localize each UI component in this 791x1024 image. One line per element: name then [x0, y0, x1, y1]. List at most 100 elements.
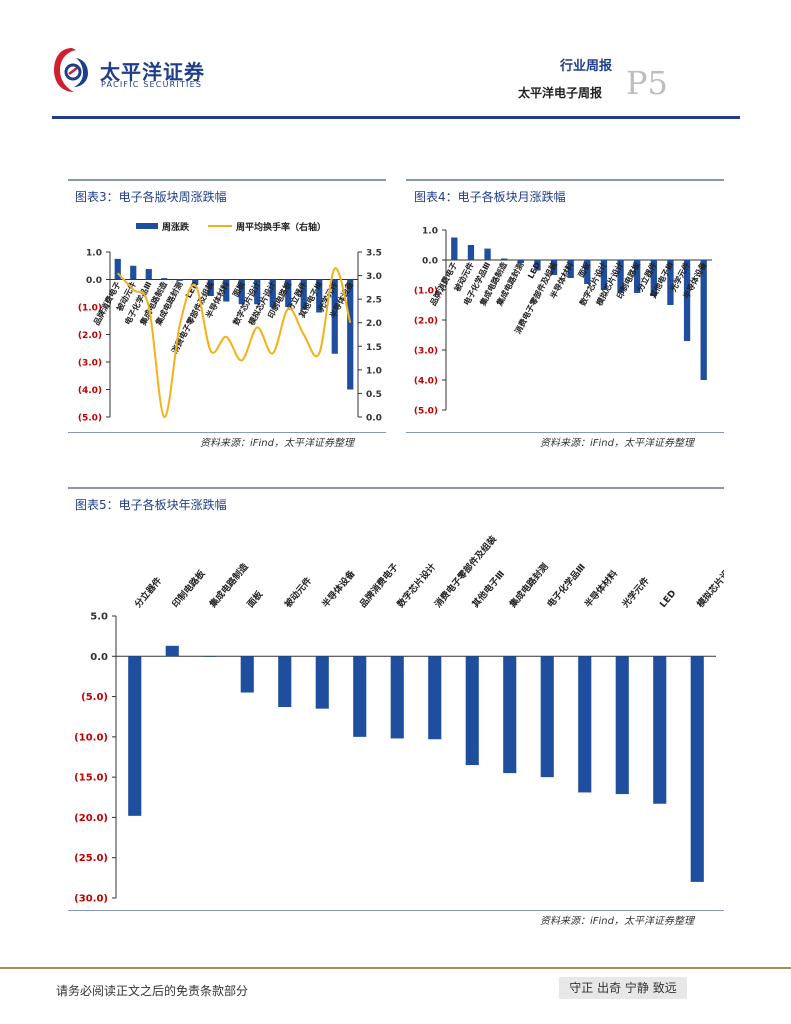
fig3-legend-bar-label: 周涨跌	[162, 221, 190, 233]
fig5-category-label: 光学元件	[619, 575, 652, 611]
fig5-bar	[428, 656, 442, 740]
fig5-bar	[278, 656, 292, 708]
figure3-chart: 1.00.0(1.0)(2.0)(3.0)(4.0)(5.0)品牌消费电子被动元…	[78, 221, 382, 424]
fig5-bar	[615, 656, 629, 795]
brand-name-en: PACIFIC SECURITIES	[101, 80, 203, 89]
figure4-title: 图表4：电子各板块月涨跌幅	[414, 190, 566, 204]
fig3-bar	[316, 279, 323, 313]
fig3-bar	[347, 279, 354, 390]
fig5-y-tick-label: (20.0)	[74, 813, 108, 824]
fig4-y-tick-label: (4.0)	[414, 377, 438, 387]
fig5-category-label: 电子化学品Ⅲ	[544, 561, 588, 610]
fig4-bar	[451, 237, 458, 260]
fig3-legend-bar-swatch	[136, 223, 158, 229]
fig5-category-label: 模拟芯片设计	[694, 561, 724, 610]
fig3-y2-tick-label: 2.5	[366, 296, 382, 306]
fig5-bar	[465, 656, 479, 766]
fig5-bar	[690, 656, 704, 882]
fig5-bar	[578, 656, 592, 793]
fig4-bar	[584, 260, 591, 284]
fig4-y-tick-label: 1.0	[422, 227, 438, 237]
fig5-category-label: 半导体设备	[319, 567, 358, 610]
fig3-y-tick-label: 1.0	[86, 249, 102, 259]
fig3-bar	[269, 279, 276, 307]
fig4-bar	[501, 258, 508, 260]
fig4-bar	[534, 260, 541, 271]
fig3-bar	[145, 269, 152, 280]
fig4-bar	[550, 260, 558, 275]
fig5-y-tick-label: (10.0)	[74, 732, 108, 743]
fig3-y2-tick-label: 0.5	[366, 390, 382, 400]
figure5-chart: 5.0 0.0 (5.0) (10.0) (15.0) (20.0) (25.0) (30.0…	[74, 533, 724, 905]
fig4-bar	[600, 260, 608, 290]
fig3-y-tick-label: (3.0)	[78, 359, 102, 369]
fig4-y-tick-label: 0.0	[422, 257, 438, 267]
footer-disclaimer: 请务必阅读正文之后的免责条款部分	[56, 984, 249, 998]
fig4-y-tick-label: (5.0)	[414, 407, 438, 417]
fig4-bar	[650, 260, 657, 296]
fig4-bar	[517, 260, 524, 263]
fig3-bar	[331, 279, 338, 354]
fig5-category-label: 集成电路制造	[206, 560, 251, 611]
figure3-title-rule	[68, 179, 386, 181]
fig5-bar	[165, 645, 179, 657]
figure3-source-rule	[68, 432, 386, 433]
report-name: 太平洋电子周报	[518, 86, 603, 100]
fig5-bar	[503, 656, 517, 774]
fig4-bar	[617, 260, 624, 293]
fig5-category-label: 分立器件	[132, 575, 164, 610]
fig5-bar	[315, 656, 329, 709]
fig3-legend-line-label: 周平均换手率（右轴）	[236, 221, 326, 233]
fig5-category-label: 消费电子零部件及组装	[432, 533, 500, 610]
fig3-bar	[285, 279, 292, 307]
fig5-bar	[353, 656, 367, 737]
page-number: P5	[626, 64, 668, 102]
fig5-category-label: 品牌消费电子	[357, 561, 401, 610]
fig3-y-tick-label: (4.0)	[78, 386, 102, 396]
fig3-y-tick-label: (5.0)	[78, 414, 102, 424]
fig3-y2-tick-label: 2.0	[366, 319, 382, 329]
header-divider	[52, 116, 740, 119]
fig3-bar	[192, 279, 199, 285]
fig5-category-label: 集成电路封测	[506, 561, 551, 611]
figure4-chart: 1.00.0(1.0)(2.0)(3.0)(4.0)(5.0)品牌消费电子被动元…	[414, 227, 712, 417]
fig5-category-label: LED	[658, 589, 678, 610]
fig3-turnover-line	[117, 267, 352, 419]
fig3-y-tick-label: (2.0)	[78, 331, 102, 341]
fig3-bar	[300, 279, 307, 310]
fig3-bar	[254, 279, 261, 305]
fig4-bar	[700, 260, 707, 380]
figure4-source: 资料来源：iFind，太平洋证券整理	[540, 438, 694, 449]
fig3-bar	[130, 265, 137, 280]
fig4-bar	[667, 260, 674, 305]
fig3-bar	[161, 278, 168, 280]
fig5-category-label: 被动元件	[282, 575, 314, 610]
footer-divider	[0, 967, 791, 969]
fig5-category-label: 半导体材料	[582, 568, 620, 610]
fig5-y-tick-label: 0.0	[90, 652, 108, 663]
fig3-bar	[238, 279, 245, 305]
fig3-bar	[207, 279, 214, 296]
fig5-bar	[203, 656, 217, 657]
fig3-y2-tick-label: 1.5	[366, 343, 382, 353]
fig5-bar	[240, 656, 254, 693]
fig4-bar	[634, 260, 641, 293]
report-type: 行业周报	[560, 59, 613, 74]
fig3-y-tick-label: 0.0	[86, 276, 102, 286]
figure5-title-rule	[68, 487, 724, 489]
figure5-source: 资料来源：iFind，太平洋证券整理	[540, 916, 694, 927]
fig3-y2-tick-label: 1.0	[366, 366, 382, 376]
fig5-category-label: 面板	[244, 588, 265, 610]
fig5-bar	[128, 656, 142, 816]
fig5-bar	[653, 656, 667, 804]
footer-motto: 守正 出奇 宁静 致远	[559, 977, 687, 999]
fig5-category-label: 印制电路板	[169, 567, 208, 610]
company-logo	[54, 48, 88, 92]
fig5-category-label: 数字芯片设计	[394, 561, 438, 610]
fig3-y2-tick-label: 3.0	[366, 272, 382, 282]
fig5-y-tick-label: (5.0)	[81, 692, 108, 703]
fig3-y2-tick-label: 0.0	[366, 414, 382, 424]
fig4-y-tick-label: (1.0)	[414, 287, 438, 297]
fig5-y-tick-label: (25.0)	[74, 853, 108, 864]
figure4-title-rule	[406, 179, 724, 181]
